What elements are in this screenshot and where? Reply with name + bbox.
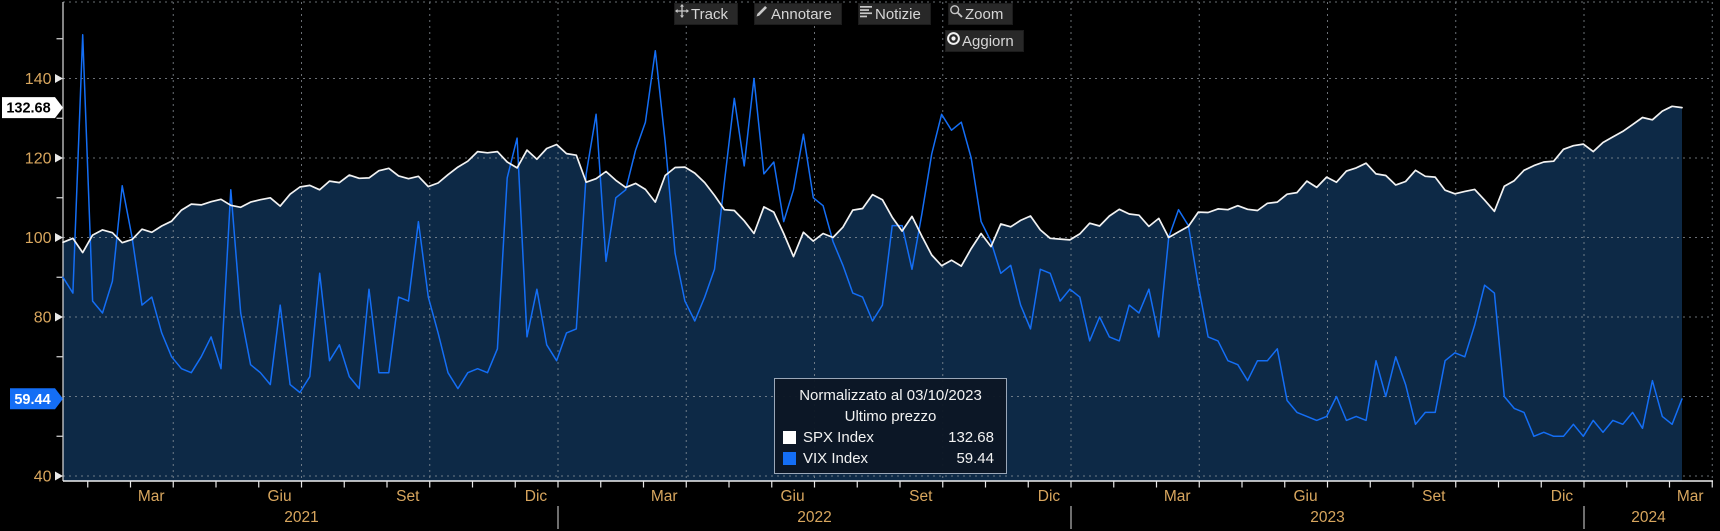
- refresh-button[interactable]: Aggiorn: [945, 30, 1024, 52]
- zoom-button[interactable]: Zoom: [948, 3, 1014, 25]
- track-button[interactable]: Track: [674, 3, 738, 25]
- x-month-label: Dic: [525, 488, 548, 505]
- y-major-tick-arrow: [55, 153, 63, 163]
- annotate-button[interactable]: Annotare: [754, 3, 842, 25]
- gridlines: [63, 1, 1713, 481]
- y-major-tick-arrow: [55, 74, 63, 83]
- price-tag-59.44: 59.44: [10, 388, 63, 410]
- y-major-tick-arrow: [55, 233, 63, 242]
- y-axis-label: 120: [25, 151, 52, 168]
- zoom-button-label: Zoom: [965, 5, 1004, 23]
- spx-line: [62, 105, 1683, 267]
- y-major-tick-arrow: [55, 312, 63, 322]
- x-month-label: Mar: [1677, 488, 1704, 505]
- vix-legend-value: 59.44: [956, 450, 994, 467]
- x-month-label: Dic: [1038, 488, 1061, 505]
- x-year-label: 2022: [797, 509, 831, 526]
- y-axis-label: 140: [25, 71, 52, 88]
- legend-title: Normalizzato al 03/10/2023: [799, 387, 982, 404]
- vix-line: [62, 34, 1683, 438]
- annotate-button-label: Annotare: [771, 5, 832, 23]
- y-major-tick-arrow: [55, 471, 63, 481]
- x-year-label: 2023: [1310, 509, 1344, 526]
- spx-legend-value: 132.68: [948, 429, 994, 446]
- x-month-label: Dic: [1551, 488, 1574, 505]
- svg-text:59.44: 59.44: [14, 392, 50, 408]
- x-year-label: 2024: [1631, 509, 1666, 526]
- news-button[interactable]: Notizie: [858, 3, 931, 25]
- x-month-label: Set: [1422, 488, 1446, 505]
- y-axis-label: 40: [34, 469, 52, 486]
- x-month-label: Mar: [651, 488, 678, 505]
- refresh-button-label: Aggiorn: [962, 32, 1014, 50]
- x-month-label: Giu: [780, 488, 804, 505]
- x-month-label: Set: [909, 488, 933, 505]
- x-month-label: Giu: [1293, 488, 1317, 505]
- legend-subtitle: Ultimo prezzo: [844, 408, 937, 425]
- x-month-label: Mar: [1164, 488, 1191, 505]
- track-button-label: Track: [691, 5, 728, 23]
- y-axis-label: 100: [25, 230, 52, 247]
- svg-text:132.68: 132.68: [6, 101, 50, 117]
- legend-row-spx: SPX Index 132.68: [783, 427, 998, 448]
- news-button-label: Notizie: [875, 5, 921, 23]
- x-year-label: 2021: [284, 509, 318, 526]
- spx-legend-name: SPX Index: [803, 429, 874, 446]
- vix-swatch: [783, 452, 796, 465]
- vix-legend-name: VIX Index: [803, 450, 869, 467]
- x-month-label: Mar: [138, 488, 165, 505]
- legend-row-vix: VIX Index 59.44: [783, 448, 998, 469]
- spx-area-fill: [63, 106, 1682, 482]
- spx-swatch: [783, 431, 796, 444]
- price-tag-132.68: 132.68: [2, 97, 63, 119]
- legend-box: Normalizzato al 03/10/2023 Ultimo prezzo…: [774, 378, 1007, 474]
- y-axis-label: 80: [34, 310, 52, 327]
- x-month-label: Set: [396, 488, 420, 505]
- x-month-label: Giu: [267, 488, 291, 505]
